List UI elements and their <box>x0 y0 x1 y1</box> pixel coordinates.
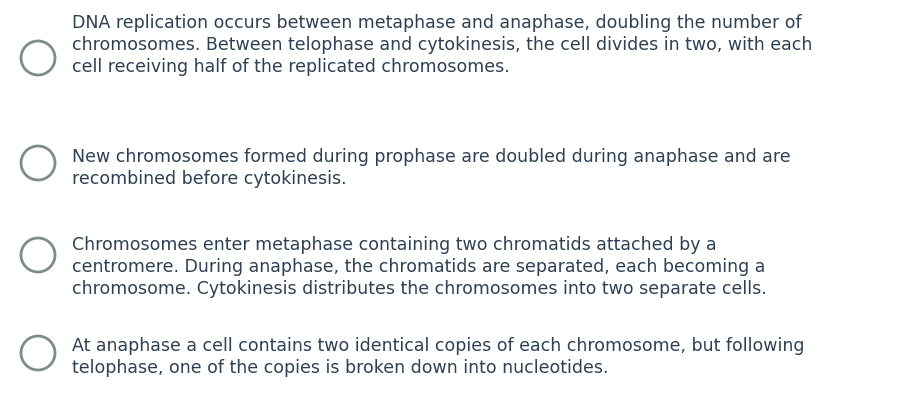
Text: chromosome. Cytokinesis distributes the chromosomes into two separate cells.: chromosome. Cytokinesis distributes the … <box>72 280 767 298</box>
Text: cell receiving half of the replicated chromosomes.: cell receiving half of the replicated ch… <box>72 58 510 76</box>
Text: DNA replication occurs between metaphase and anaphase, doubling the number of: DNA replication occurs between metaphase… <box>72 14 802 32</box>
Text: chromosomes. Between telophase and cytokinesis, the cell divides in two, with ea: chromosomes. Between telophase and cytok… <box>72 36 813 54</box>
Text: Chromosomes enter metaphase containing two chromatids attached by a: Chromosomes enter metaphase containing t… <box>72 236 717 254</box>
Text: telophase, one of the copies is broken down into nucleotides.: telophase, one of the copies is broken d… <box>72 359 609 377</box>
Text: centromere. During anaphase, the chromatids are separated, each becoming a: centromere. During anaphase, the chromat… <box>72 258 765 276</box>
Text: New chromosomes formed during prophase are doubled during anaphase and are: New chromosomes formed during prophase a… <box>72 148 790 166</box>
Text: recombined before cytokinesis.: recombined before cytokinesis. <box>72 170 347 188</box>
Text: At anaphase a cell contains two identical copies of each chromosome, but followi: At anaphase a cell contains two identica… <box>72 337 805 355</box>
